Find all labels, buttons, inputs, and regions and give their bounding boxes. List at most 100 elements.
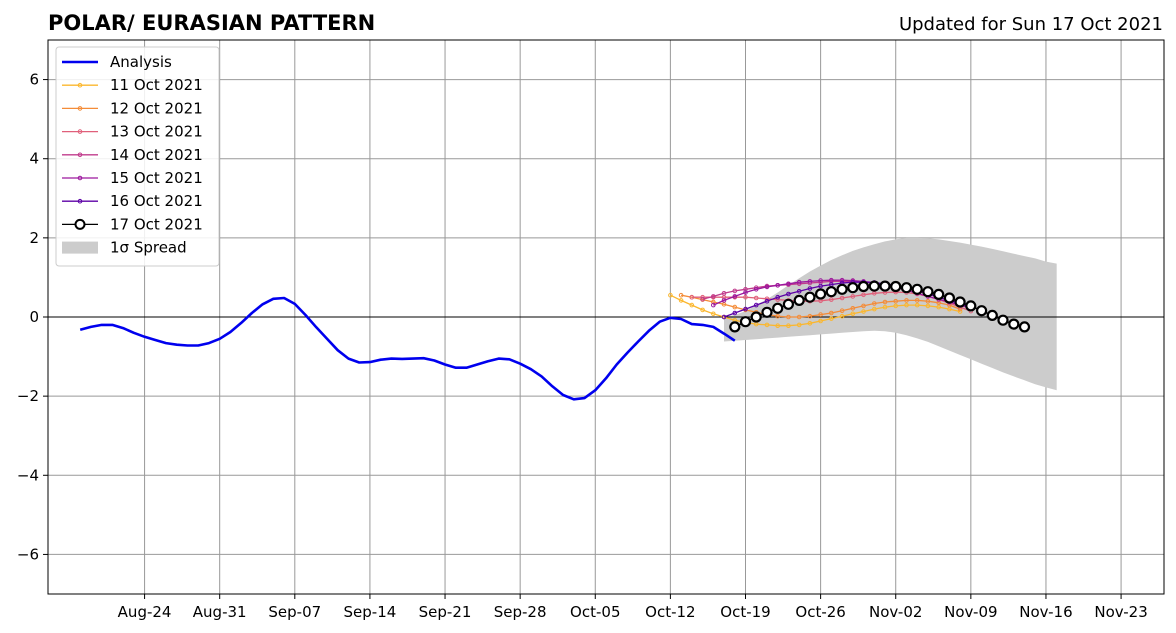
forecast-point: [836, 283, 848, 295]
forecast-point: [732, 310, 738, 316]
forecast-point: [711, 294, 716, 299]
forecast-point: [925, 298, 931, 304]
forecast-point: [825, 286, 837, 298]
forecast-point: [689, 302, 695, 308]
forecast-point: [818, 278, 823, 283]
forecast-point: [861, 309, 866, 314]
forecast-point: [764, 284, 770, 290]
forecast-point: [786, 281, 791, 287]
forecast-point: [732, 294, 738, 299]
forecast-point: [711, 299, 716, 305]
forecast-point: [786, 314, 791, 320]
forecast-7: [729, 280, 1031, 333]
legend-item: 13 Oct 2021: [62, 123, 203, 141]
forecast-point: [911, 283, 923, 295]
forecast-point: [793, 294, 805, 306]
forecast-point: [750, 311, 762, 323]
y-tick-label: 0: [29, 308, 39, 326]
legend-item: 17 Oct 2021: [62, 215, 203, 233]
forecast-point: [796, 289, 802, 294]
forecast-point: [925, 303, 931, 309]
forecast-point: [678, 298, 684, 303]
forecast-point: [904, 298, 909, 303]
legend-label: 13 Oct 2021: [110, 123, 203, 141]
forecast-point: [868, 280, 880, 292]
x-tick-label: Nov-02: [869, 603, 922, 621]
forecast-point: [732, 288, 738, 294]
y-axis: −6 −4 −2 0 2 4 6: [17, 71, 48, 563]
legend-label: 14 Oct 2021: [110, 146, 203, 164]
forecast-point: [796, 322, 802, 328]
legend-item: 1σ Spread: [62, 239, 187, 257]
forecast-point: [857, 280, 870, 293]
forecast-point: [818, 312, 823, 317]
y-tick-label: −2: [17, 387, 39, 405]
forecast-point: [772, 302, 784, 314]
forecast-point: [807, 313, 813, 319]
chart-title: POLAR/ EURASIAN PATTERN: [48, 11, 375, 35]
x-tick-label: Aug-24: [118, 603, 172, 621]
forecast-point: [914, 298, 920, 303]
forecast-point: [829, 277, 834, 283]
forecast-point: [861, 292, 866, 298]
forecast-point: [850, 311, 856, 317]
forecast-point: [986, 309, 998, 321]
legend-item: Analysis: [62, 53, 172, 71]
forecast-point: [739, 316, 752, 328]
forecast-point: [954, 296, 966, 308]
forecast-point: [786, 323, 791, 329]
forecast-point: [775, 294, 781, 300]
analysis-line: [79, 296, 736, 401]
forecast-point: [839, 308, 845, 314]
x-tick-label: Oct-12: [645, 603, 695, 621]
forecast-point: [796, 314, 802, 320]
forecast-point: [893, 298, 899, 304]
legend-marker: [74, 218, 86, 230]
legend-marker: [77, 175, 83, 181]
forecast-point: [882, 299, 888, 305]
legend-item: 14 Oct 2021: [62, 146, 203, 164]
forecast-point: [775, 323, 781, 329]
forecast-point: [933, 288, 945, 300]
forecast-point: [721, 298, 727, 303]
forecast-point: [753, 295, 759, 301]
forecast-line: [670, 294, 961, 327]
forecast-point: [814, 288, 827, 300]
forecast-point: [829, 310, 834, 316]
forecast-point: [782, 298, 795, 310]
forecast-point: [839, 295, 845, 301]
x-tick-label: Nov-16: [1019, 603, 1072, 621]
forecast-point: [807, 279, 813, 284]
forecast-point: [743, 306, 748, 312]
legend-label: 11 Oct 2021: [110, 76, 203, 94]
y-tick-label: 6: [29, 71, 39, 89]
legend-label: 12 Oct 2021: [110, 99, 203, 117]
legend-marker: [77, 129, 83, 134]
spread-band: [724, 237, 1057, 391]
x-tick-label: Nov-23: [1094, 603, 1147, 621]
x-tick-label: Sep-07: [268, 603, 321, 621]
legend-item: 11 Oct 2021: [62, 76, 203, 94]
spread-area: [724, 237, 1057, 391]
legend-label: 1σ Spread: [110, 239, 187, 257]
forecast-point: [753, 302, 759, 308]
forecast-point: [700, 307, 705, 313]
forecast-point: [721, 314, 727, 320]
forecast-point: [850, 294, 856, 299]
x-tick-label: Sep-14: [344, 603, 397, 621]
forecast-point: [882, 304, 888, 310]
forecast-point: [761, 306, 773, 318]
forecast-line: [680, 294, 961, 318]
forecast-point: [796, 279, 802, 285]
legend-item: 12 Oct 2021: [62, 99, 203, 117]
forecast-point: [743, 294, 748, 300]
forecast-point: [732, 304, 738, 310]
forecast-point: [900, 282, 913, 294]
forecast-point: [743, 290, 748, 295]
forecast-point: [861, 303, 866, 309]
forecast-point: [975, 305, 988, 317]
forecast-point: [893, 303, 899, 309]
forecast-point: [872, 306, 877, 312]
legend-item: 16 Oct 2021: [62, 192, 203, 210]
forecast-point: [807, 321, 813, 326]
